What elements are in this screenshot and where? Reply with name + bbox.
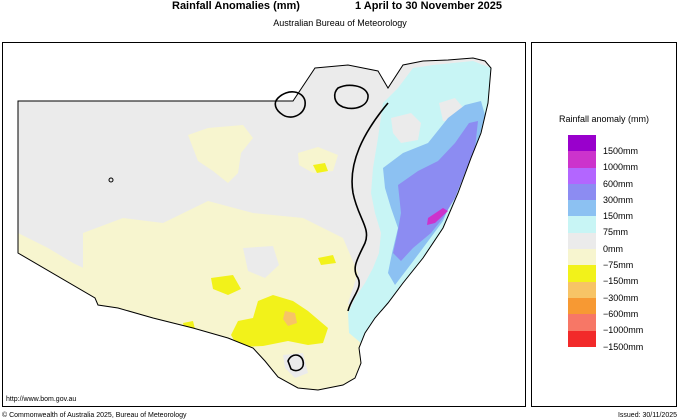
legend-item: −150mm <box>568 265 668 286</box>
legend-swatch <box>568 265 596 282</box>
below-average-zone-west <box>18 233 98 298</box>
below-average-zone-central <box>298 147 338 173</box>
gray-pocket-1 <box>243 246 279 278</box>
zero-contour-north <box>274 91 306 118</box>
legend-swatch <box>568 183 596 201</box>
legend-swatch <box>568 281 596 298</box>
legend-panel: Rainfall anomaly (mm) 1500mm 1000mm 600mm 3… <box>531 42 677 407</box>
legend-item: −1000mm <box>568 314 668 335</box>
map-subtitle: Australian Bureau of Meteorology <box>273 18 407 28</box>
legend-label: −150mm <box>603 276 639 287</box>
dry-core-zone <box>231 295 328 347</box>
legend-swatch <box>568 200 596 217</box>
legend-item: 1500mm <box>568 135 668 156</box>
rainfall-anomaly-map <box>17 57 492 391</box>
legend-item: 150mm <box>568 200 668 221</box>
legend-swatch <box>568 232 596 250</box>
yellow-zone-3 <box>211 275 241 295</box>
legend-swatch <box>568 216 596 233</box>
legend-item: 1000mm <box>568 151 668 172</box>
zero-contour-line <box>347 102 389 312</box>
gray-pocket-2 <box>349 211 365 225</box>
legend-item: −300mm <box>568 281 668 303</box>
nsw-border <box>17 57 492 391</box>
legend-swatch <box>568 135 596 152</box>
legend-item: −1500mm <box>568 330 668 352</box>
yellow-zone-2 <box>318 255 336 265</box>
website-link[interactable]: http://www.bom.gov.au <box>6 396 77 403</box>
map-period: 1 April to 30 November 2025 <box>355 0 502 12</box>
normal-zone-northeast <box>391 113 421 143</box>
legend-item: −75mm <box>568 249 668 270</box>
map-title: Rainfall Anomalies (mm) <box>172 0 300 12</box>
legend-title: Rainfall anomaly (mm) <box>558 114 650 124</box>
legend-item: 600mm <box>568 167 668 189</box>
legend-label: −1000mm <box>603 325 644 336</box>
legend-label: 1500mm <box>603 146 639 156</box>
small-contour-ring <box>108 177 114 183</box>
legend-label: −75mm <box>603 260 634 271</box>
legend-label: −300mm <box>603 292 639 303</box>
legend-item: 75mm <box>568 216 668 237</box>
issued-date: Issued: 30/11/2025 <box>617 412 677 419</box>
legend-swatch <box>568 314 596 331</box>
legend-item: 0mm <box>568 232 668 254</box>
legend-label: 150mm <box>603 211 634 222</box>
legend-label: 0mm <box>603 243 623 254</box>
below-average-zone-north <box>188 125 253 183</box>
zero-contour-northeast <box>333 84 369 110</box>
legend-item: −600mm <box>568 297 668 319</box>
legend-label: 1000mm <box>603 162 639 173</box>
legend-label: 75mm <box>603 227 629 238</box>
legend-swatch <box>568 297 596 315</box>
below-average-zone-south <box>83 201 363 390</box>
very-high-anomaly-zone <box>393 121 478 261</box>
legend-items: 1500mm 1000mm 600mm 300mm 150mm 75mm 0mm −75mm −… <box>568 135 668 352</box>
legend-swatch <box>568 167 596 184</box>
legend-label: 600mm <box>603 178 634 189</box>
legend-item: 300mm <box>568 183 668 205</box>
legend-label: 300mm <box>603 194 634 205</box>
extreme-anomaly-strip <box>427 208 448 225</box>
legend-swatch <box>568 249 596 266</box>
yellow-zone-1 <box>313 163 328 173</box>
legend-label: −1500mm <box>603 341 644 352</box>
zero-contour-southeast <box>287 354 305 372</box>
legend-swatch <box>568 151 596 168</box>
dry-core-orange-spot <box>283 311 297 326</box>
legend-swatch <box>568 330 596 347</box>
copyright-notice: © Commonwealth of Australia 2025, Bureau… <box>2 412 187 419</box>
legend-label: −600mm <box>603 308 639 319</box>
map-panel: http://www.bom.gov.au <box>2 42 526 407</box>
